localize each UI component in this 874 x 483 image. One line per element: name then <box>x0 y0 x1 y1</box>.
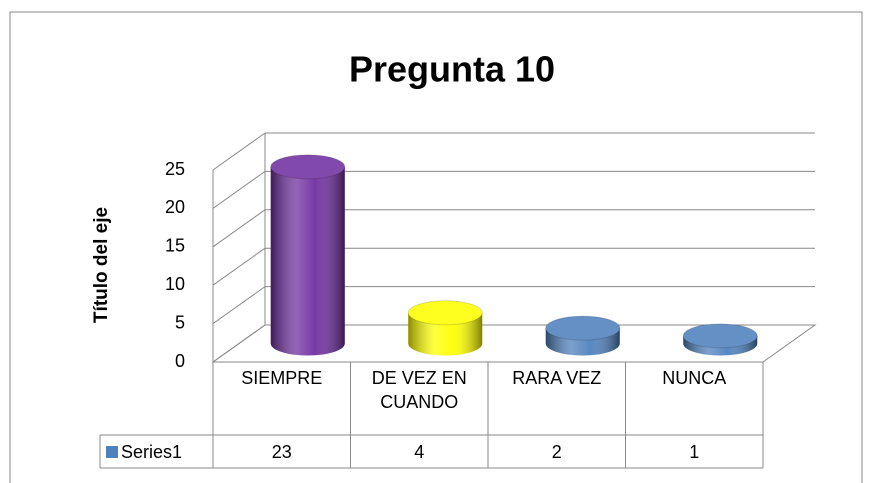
y-tick-label: 10 <box>165 274 185 294</box>
y-tick-label: 25 <box>165 159 185 179</box>
side-grid-line <box>212 324 266 363</box>
side-grid-line <box>212 170 266 209</box>
y-tick-label: 5 <box>175 312 185 332</box>
cylinder-top-shade <box>545 316 620 341</box>
table-value: 1 <box>689 441 700 462</box>
side-grid-line <box>212 286 266 325</box>
table-value: 2 <box>551 441 562 462</box>
legend-entry: Series1 <box>100 435 213 468</box>
y-axis-title: Título del eje <box>91 207 112 323</box>
y-tick-label: 0 <box>175 351 185 371</box>
cylinder-shade <box>408 312 483 356</box>
legend-swatch <box>106 445 118 458</box>
side-grid-line <box>212 209 266 248</box>
category-label: SIEMPRE <box>241 368 323 388</box>
category-label: DE VEZ EN CUANDO <box>371 368 467 412</box>
cylinder-top-shade <box>408 300 483 325</box>
chart-title: Pregunta 10 <box>349 49 555 90</box>
chart-border <box>9 11 863 483</box>
cylinder-shade <box>270 166 345 356</box>
cylinder-top-shade <box>270 154 345 179</box>
table-value: 23 <box>271 441 292 462</box>
side-grid-line <box>212 132 266 171</box>
category-label: RARA VEZ <box>512 368 602 388</box>
cylinder-top-shade <box>683 323 758 348</box>
legend-label: Series1 <box>121 441 183 462</box>
cylinder-top <box>682 323 758 349</box>
side-grid-line <box>212 247 266 286</box>
y-tick-label: 20 <box>165 197 185 217</box>
cylinder-top <box>270 154 346 180</box>
y-tick-label: 15 <box>165 236 185 256</box>
table-value: 4 <box>414 441 425 462</box>
cylinder-top <box>407 300 483 326</box>
category-label: NUNCA <box>662 368 727 388</box>
cylinder-top <box>545 315 621 341</box>
